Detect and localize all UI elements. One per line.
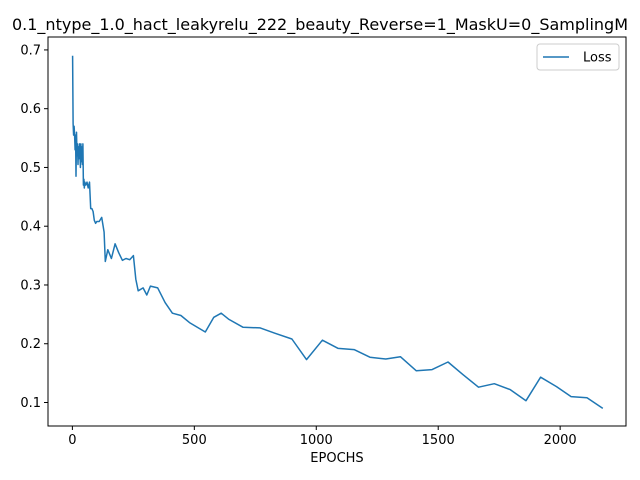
x-tick-label: 1500 [422,433,455,448]
x-tick-label: 500 [182,433,207,448]
legend-box [536,43,620,71]
x-axis-ticks: 0 500 1000 1500 2000 [68,426,577,448]
y-tick-label: 0.3 [20,278,41,293]
y-tick-label: 0.2 [20,337,41,352]
plot-frame [47,36,627,427]
legend-label-loss: Loss [583,51,612,66]
legend: Loss [536,43,620,71]
y-axis-ticks: 0.1 0.2 0.3 0.4 0.5 0.6 0.7 [20,43,48,411]
x-tick-label: 1000 [300,433,333,448]
y-tick-label: 0.6 [20,102,41,117]
series-line-loss [71,55,604,410]
y-tick-label: 0.7 [20,43,41,58]
y-tick-label: 0.4 [20,220,41,235]
x-tick-label: 0 [68,433,76,448]
y-tick-label: 0.5 [20,161,41,176]
x-axis-label: EPOCHS [310,451,363,466]
chart-title: 0.1_ntype_1.0_hact_leakyrelu_222_beauty_… [12,15,628,35]
y-tick-label: 0.1 [20,396,41,411]
series-layer [71,55,604,410]
x-tick-label: 2000 [544,433,577,448]
